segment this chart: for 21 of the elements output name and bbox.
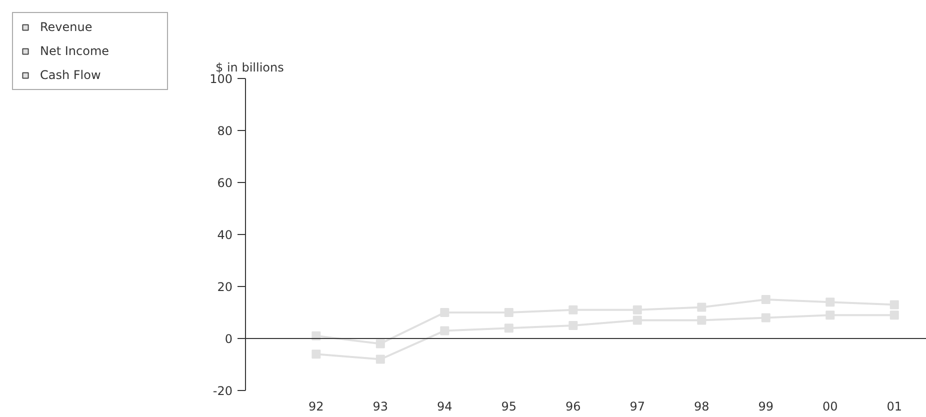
x-tick-label: 97 — [630, 400, 646, 414]
y-tick-label: 100 — [210, 72, 232, 86]
legend-label: Revenue — [40, 20, 94, 34]
y-tick-label: 40 — [217, 228, 233, 242]
x-tick-label: 95 — [501, 400, 517, 414]
x-tick-label: 96 — [566, 400, 581, 414]
legend-label: Cash Flow — [40, 68, 102, 82]
y-tick-label: -20 — [212, 384, 233, 398]
x-tick-label: 00 — [822, 400, 838, 414]
x-tick-label: 98 — [694, 400, 710, 414]
y-tick-label: 80 — [217, 124, 233, 138]
x-tick-label: 94 — [437, 400, 452, 414]
y-axis-title: $ in billions — [216, 60, 284, 74]
x-tick-label: 92 — [308, 400, 324, 414]
legend-label: Net Income — [40, 44, 110, 58]
y-tick-label: 0 — [224, 332, 233, 346]
y-tick-label: 60 — [217, 176, 233, 190]
x-tick-label: 99 — [758, 400, 774, 414]
x-tick-label: 01 — [886, 400, 902, 414]
x-tick-label: 93 — [372, 400, 388, 414]
y-tick-label: 20 — [217, 280, 233, 294]
